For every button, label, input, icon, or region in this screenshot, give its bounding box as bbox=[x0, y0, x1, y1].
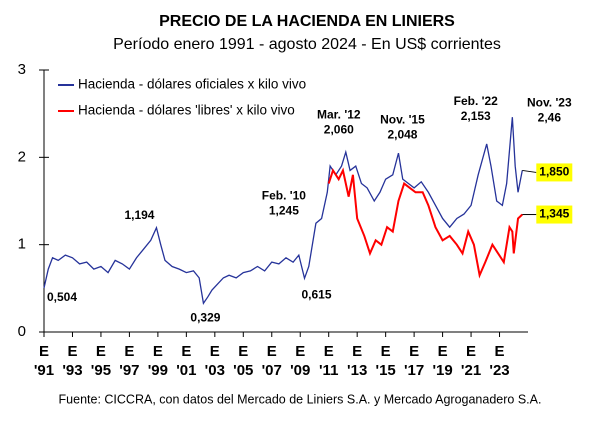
annotation-value: 0,329 bbox=[190, 310, 220, 324]
x-tick-label: E '03 bbox=[204, 343, 225, 379]
label-box bbox=[536, 205, 573, 224]
y-tick-label: 1 bbox=[18, 236, 26, 253]
leader-line bbox=[522, 169, 537, 173]
label-box bbox=[536, 163, 573, 182]
x-tick-label: E '09 bbox=[290, 343, 311, 379]
x-tick-label: E '97 bbox=[119, 343, 140, 379]
x-tick-label: E '15 bbox=[375, 343, 396, 379]
chart-subtitle: Período enero 1991 - agosto 2024 - En US… bbox=[113, 36, 501, 53]
x-tick-label: E '91 bbox=[33, 343, 55, 379]
source-note: Fuente: CICCRA, con datos del Mercado de… bbox=[59, 392, 542, 406]
annotation-date: Feb. '10 bbox=[262, 188, 307, 202]
x-tick-label: E '13 bbox=[347, 343, 368, 379]
series-line bbox=[43, 117, 523, 305]
chart-title: PRECIO DE LA HACIENDA EN LINIERS bbox=[159, 13, 455, 30]
x-tick-label: E '95 bbox=[90, 343, 112, 379]
annotation-value: 2,060 bbox=[324, 122, 354, 136]
annotation-date: Nov. '15 bbox=[380, 112, 425, 126]
x-tick-label: E '93 bbox=[62, 343, 83, 379]
x-tick-label: E '05 bbox=[233, 343, 254, 379]
legend-label: Hacienda - dólares 'libres' x kilo vivo bbox=[78, 103, 295, 118]
annotation-value: 0,504 bbox=[47, 290, 77, 304]
y-tick-label: 3 bbox=[18, 61, 26, 78]
series-line bbox=[327, 167, 523, 279]
annotation-date: Mar. '12 bbox=[317, 107, 361, 121]
y-tick-label: 0 bbox=[18, 323, 26, 340]
x-tick-label: E '99 bbox=[147, 343, 168, 379]
legend-label: Hacienda - dólares oficiales x kilo vivo bbox=[78, 77, 306, 92]
x-tick-label: E '23 bbox=[489, 343, 510, 379]
annotation-value: 1,345 bbox=[539, 207, 569, 221]
annotation-value: 2,153 bbox=[461, 109, 491, 123]
x-tick-label: E '07 bbox=[261, 343, 282, 379]
y-tick-label: 2 bbox=[18, 148, 26, 165]
x-tick-label: E '17 bbox=[403, 343, 425, 379]
annotation-value: 0,615 bbox=[301, 287, 331, 301]
annotation-date: Nov. '23 bbox=[527, 95, 572, 109]
annotation-value: 1,194 bbox=[124, 208, 154, 222]
x-tick-label: E '19 bbox=[432, 343, 453, 379]
annotation-date: Feb. '22 bbox=[454, 94, 499, 108]
annotation-value: 2,048 bbox=[387, 127, 417, 141]
annotation-value: 2,46 bbox=[538, 110, 562, 124]
annotation-value: 1,245 bbox=[269, 203, 299, 217]
annotation-value: 1,850 bbox=[539, 165, 569, 179]
x-tick-label: E '21 bbox=[460, 343, 482, 379]
x-tick-label: E '11 bbox=[318, 343, 339, 379]
x-tick-label: E '01 bbox=[176, 343, 197, 379]
